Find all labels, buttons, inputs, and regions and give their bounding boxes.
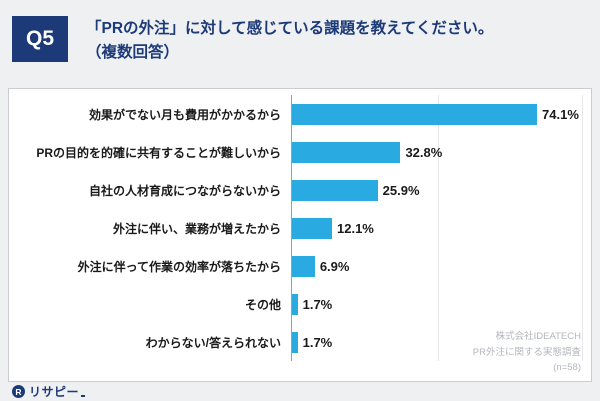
bar [292, 293, 298, 315]
bar [292, 141, 401, 163]
question-title-line2: （複数回答） [86, 44, 180, 62]
category-label: 外注に伴い、業務が増えたから [112, 221, 281, 236]
category-label: PRの目的を的確に共有することが難しいから [36, 145, 281, 160]
bar [292, 255, 315, 277]
category-label: その他 [244, 297, 281, 312]
value-label: 12.1% [337, 220, 374, 236]
value-label: 32.8% [405, 144, 443, 160]
question-title: 「PRの外注」に対して感じている課題を教えてください。 （複数回答） [86, 16, 493, 65]
bar-area: 1.7% [291, 323, 583, 361]
category-label: 外注に伴って作業の効率が落ちたから [77, 259, 281, 274]
value-label: 1.7% [302, 296, 333, 312]
footer-bar: R リサピー [0, 382, 600, 401]
bar-row: 外注に伴い、業務が増えたから 12.1% [9, 209, 591, 247]
bar [292, 217, 332, 239]
bar [292, 331, 298, 353]
bar-area: 1.7% [291, 285, 583, 323]
bar-row: 外注に伴って作業の効率が落ちたから 6.9% [9, 247, 591, 285]
category-label: わからない/答えられない [145, 335, 281, 350]
bar [292, 103, 538, 125]
source-sample-size: (n=58) [553, 361, 581, 373]
question-header: Q5 「PRの外注」に対して感じている課題を教えてください。 （複数回答） [0, 0, 600, 88]
bar-area: 74.1% [291, 95, 583, 133]
question-number-badge: Q5 [12, 16, 68, 62]
question-title-line1: 「PRの外注」に対して感じている課題を教えてください。 [86, 20, 494, 37]
value-label: 1.7% [302, 334, 333, 350]
bar-area: 25.9% [291, 171, 583, 209]
logo-text: リサピー [29, 385, 80, 399]
value-label: 25.9% [382, 182, 420, 198]
bar-area: 32.8% [291, 133, 583, 171]
source-company: 株式会社IDEATECH [495, 331, 581, 343]
bar [292, 179, 378, 201]
bar-rows: 効果がでない月も費用がかかるから 74.1% PRの目的を的確に共有することが難… [9, 95, 591, 361]
source-survey: PR外注に関する実態調査 [472, 346, 581, 358]
logo-cursor-mark [81, 395, 86, 397]
resapi-logo-icon: R [12, 385, 25, 398]
bar-row: わからない/答えられない 1.7% [9, 323, 591, 361]
value-label: 74.1% [542, 106, 579, 122]
source-note: 株式会社IDEATECH PR外注に関する実態調査 (n=58) [473, 329, 581, 375]
bar-row: 効果がでない月も費用がかかるから 74.1% [9, 95, 591, 133]
bar-area: 12.1% [291, 209, 583, 247]
category-label: 効果がでない月も費用がかかるから [88, 107, 281, 122]
bar-row: 自社の人材育成につながらないから 25.9% [9, 171, 591, 209]
value-label: 6.9% [319, 258, 350, 274]
bar-area: 6.9% [291, 247, 583, 285]
category-label: 自社の人材育成につながらないから [88, 183, 281, 198]
bar-chart: 効果がでない月も費用がかかるから 74.1% PRの目的を的確に共有することが難… [8, 88, 592, 382]
bar-row: その他 1.7% [9, 285, 591, 323]
bar-row: PRの目的を的確に共有することが難しいから 32.8% [9, 133, 591, 171]
